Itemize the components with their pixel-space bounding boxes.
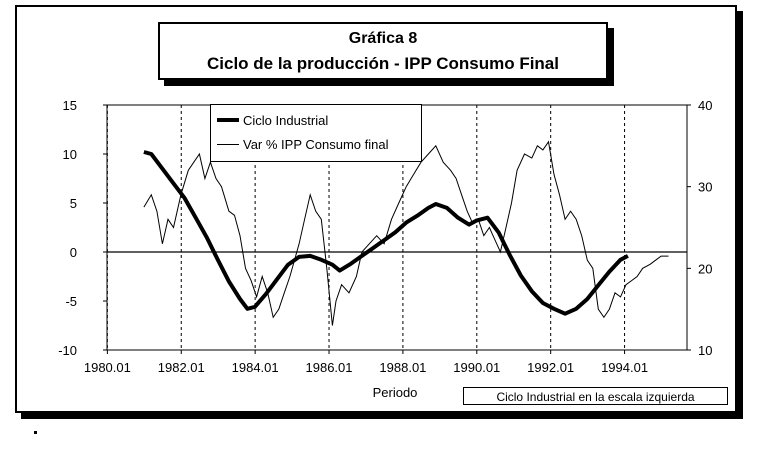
left-tick-label: 0 <box>70 245 77 260</box>
x-tick-label: 1986.01 <box>306 360 353 375</box>
chart-title-line2: Ciclo de la producción - IPP Consumo Fin… <box>206 54 559 73</box>
x-tick-label: 1988.01 <box>379 360 426 375</box>
right-axis: 40 30 20 10 <box>687 98 712 358</box>
left-tick-label: -5 <box>65 294 77 309</box>
chart-title-line1: Gráfica 8 <box>348 30 418 47</box>
x-tick-label: 1992.01 <box>527 360 574 375</box>
legend-item-ciclo: Ciclo Industrial <box>217 111 328 129</box>
left-tick-label: 5 <box>70 196 77 211</box>
series-line-ciclo-industrial <box>143 150 629 316</box>
left-tick-label: -10 <box>58 343 77 358</box>
right-tick-label: 30 <box>698 180 712 195</box>
left-axis: 15 10 5 0 -5 -10 <box>58 98 107 358</box>
series-line-var-ipp <box>143 140 669 326</box>
scale-note: Ciclo Industrial en la escala izquierda <box>463 387 728 405</box>
legend-label-ipp: Var % IPP Consumo final <box>243 136 389 152</box>
legend: Ciclo Industrial Var % IPP Consumo final <box>210 104 422 162</box>
legend-swatch-thick <box>217 118 239 122</box>
right-tick-label: 10 <box>698 343 712 358</box>
chart-title-box: Gráfica 8 Ciclo de la producción - IPP C… <box>158 22 608 80</box>
x-tick-label: 1980.01 <box>84 360 131 375</box>
legend-swatch-thin <box>217 143 239 145</box>
x-tick-label: 1982.01 <box>158 360 205 375</box>
left-tick-label: 15 <box>63 98 77 113</box>
x-tick-label: 1994.01 <box>601 360 648 375</box>
right-tick-label: 20 <box>698 261 712 276</box>
x-axis: 1980.01 1982.01 1984.01 1986.01 1988.01 1990.… <box>84 350 648 375</box>
legend-label-ciclo: Ciclo Industrial <box>243 112 329 128</box>
left-tick-label: 10 <box>63 147 77 162</box>
x-axis-title: Periodo <box>373 385 418 400</box>
stray-dot <box>34 431 37 434</box>
x-tick-label: 1990.01 <box>453 360 500 375</box>
x-tick-label: 1984.01 <box>232 360 279 375</box>
right-tick-label: 40 <box>698 98 712 113</box>
legend-item-ipp: Var % IPP Consumo final <box>217 135 388 153</box>
